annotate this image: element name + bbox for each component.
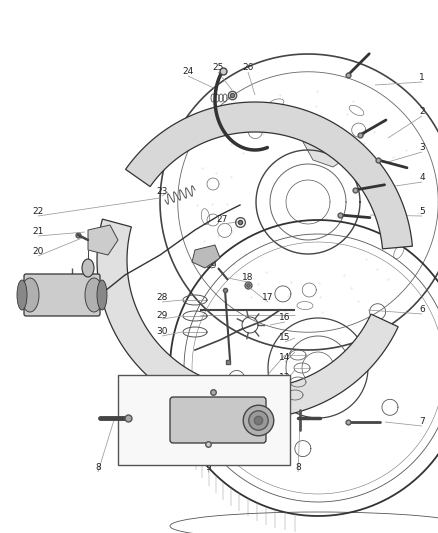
Ellipse shape [17, 280, 27, 310]
Text: 9: 9 [205, 464, 211, 472]
Ellipse shape [85, 278, 103, 312]
Text: 23: 23 [156, 188, 168, 197]
Polygon shape [192, 245, 220, 268]
Text: 5: 5 [419, 207, 425, 216]
Text: 8: 8 [295, 464, 301, 472]
Text: 28: 28 [156, 294, 168, 303]
Text: 25: 25 [212, 63, 224, 72]
Text: 18: 18 [242, 273, 254, 282]
Text: 7: 7 [419, 417, 425, 426]
Text: 29: 29 [156, 311, 168, 319]
Polygon shape [97, 219, 398, 418]
FancyBboxPatch shape [24, 274, 100, 316]
Text: 27: 27 [216, 215, 228, 224]
Text: 24: 24 [182, 68, 194, 77]
Ellipse shape [21, 278, 39, 312]
Text: 20: 20 [32, 247, 44, 256]
Bar [118, 375, 290, 465]
Text: 8: 8 [95, 464, 101, 472]
Text: 13: 13 [279, 374, 291, 383]
FancyBboxPatch shape [170, 397, 266, 443]
Text: 10: 10 [252, 377, 264, 386]
Text: 1: 1 [419, 74, 425, 83]
Text: 11: 11 [32, 308, 44, 317]
Text: 17: 17 [262, 294, 274, 303]
Text: 2: 2 [419, 108, 425, 117]
Text: 15: 15 [279, 334, 291, 343]
Polygon shape [88, 225, 118, 255]
Text: 21: 21 [32, 228, 44, 237]
Text: 11: 11 [279, 416, 291, 424]
Polygon shape [303, 127, 348, 167]
Text: 26: 26 [242, 63, 254, 72]
Ellipse shape [82, 259, 94, 277]
Text: 12: 12 [279, 395, 291, 405]
Text: 14: 14 [279, 353, 291, 362]
Text: 19: 19 [206, 261, 218, 270]
Text: 4: 4 [419, 174, 425, 182]
Text: 30: 30 [156, 327, 168, 336]
Ellipse shape [97, 280, 107, 310]
Text: 6: 6 [419, 305, 425, 314]
Polygon shape [126, 102, 413, 249]
Text: 3: 3 [419, 143, 425, 152]
Text: 16: 16 [279, 313, 291, 322]
Text: 22: 22 [32, 207, 44, 216]
